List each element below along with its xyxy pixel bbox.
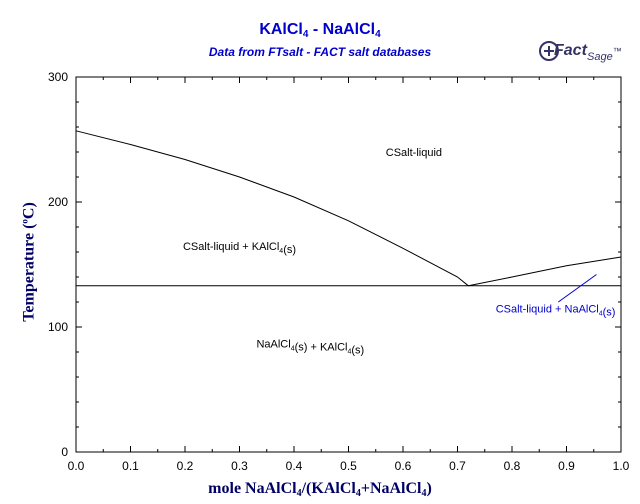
phase-boundary-line-2 bbox=[468, 256, 622, 287]
y-tick-label: 300 bbox=[48, 70, 68, 84]
x-tick-label: 0.2 bbox=[177, 459, 194, 473]
x-tick-label: 1.0 bbox=[613, 459, 630, 473]
logo-mark: Fact bbox=[554, 42, 587, 59]
x-axis-label: mole NaAlCl4/(KAlCl4+NaAlCl4) bbox=[208, 480, 432, 499]
x-tick-label: 0.8 bbox=[504, 459, 521, 473]
chart-subtitle: Data from FTsalt - FACT salt databases bbox=[208, 45, 432, 59]
x-tick-label: 0.3 bbox=[231, 459, 248, 473]
x-tick-label: 0.5 bbox=[340, 459, 357, 473]
label-pointer-line bbox=[558, 274, 597, 303]
y-axis-label: Temperature (oC) bbox=[19, 202, 38, 322]
y-tick-label: 200 bbox=[48, 195, 68, 209]
region-label: NaAlCl4(s) + KAlCl4(s) bbox=[256, 338, 364, 356]
y-tick-label: 0 bbox=[61, 445, 68, 459]
phase-boundary-line-1 bbox=[75, 130, 469, 287]
x-tick-label: 0.0 bbox=[68, 459, 85, 473]
logo-sage: Sage™ bbox=[587, 46, 622, 63]
x-tick-label: 0.1 bbox=[122, 459, 139, 473]
x-tick-label: 0.7 bbox=[449, 459, 466, 473]
region-label: CSalt-liquid + NaAlCl4(s) bbox=[496, 303, 616, 318]
plot-frame bbox=[75, 76, 622, 453]
x-tick-label: 0.9 bbox=[558, 459, 575, 473]
region-label: CSalt-liquid bbox=[386, 147, 442, 159]
factsage-logo: Fact Sage™ bbox=[539, 40, 622, 70]
x-tick-label: 0.6 bbox=[395, 459, 412, 473]
y-tick-label: 100 bbox=[48, 320, 68, 334]
x-tick-label: 0.4 bbox=[286, 459, 303, 473]
chart-title: KAlCl4 - NaAlCl4 bbox=[259, 21, 381, 40]
factsage-logo-icon bbox=[539, 41, 559, 61]
region-label: CSalt-liquid + KAlCl4(s) bbox=[183, 241, 296, 256]
